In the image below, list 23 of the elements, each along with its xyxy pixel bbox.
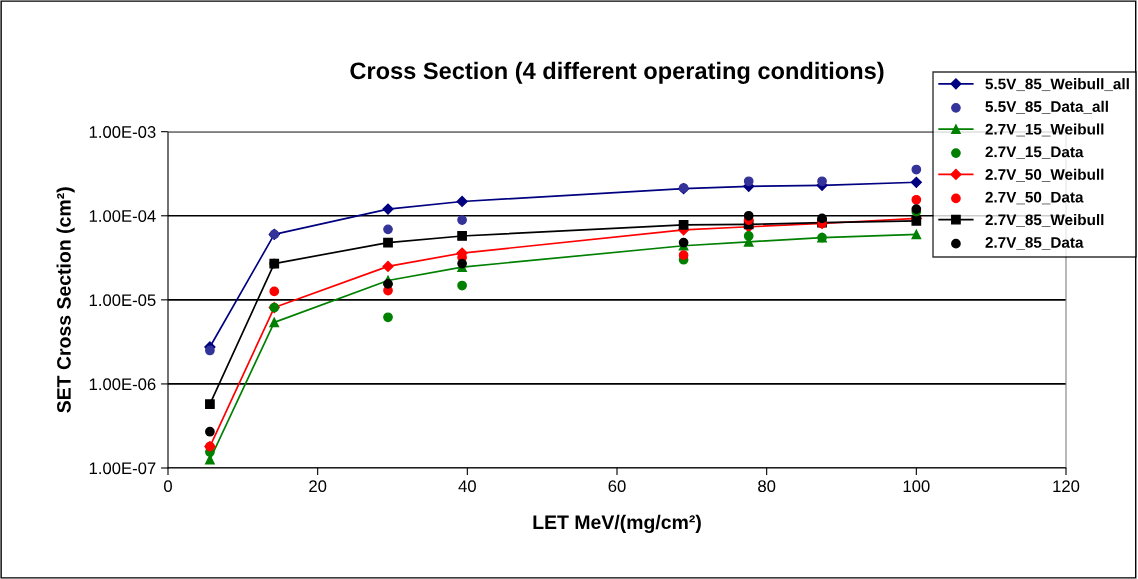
- x-tick-label: 0: [164, 480, 172, 493]
- x-tick-label: 60: [608, 480, 626, 493]
- legend-label: 5.5V_85_Data_all: [985, 100, 1108, 114]
- legend-label: 2.7V_15_Data: [985, 146, 1084, 159]
- legend-label: 2.7V_15_Weibull: [985, 123, 1104, 137]
- chart-title: Cross Section (4 different operating conditions): [350, 61, 884, 84]
- y-tick-label: 1.00E-06: [89, 378, 156, 391]
- y-tick-label: 1.00E-03: [89, 126, 156, 138]
- y-tick-label: 1.00E-04: [89, 210, 156, 222]
- x-axis-title: LET MeV/(mg/cm²): [533, 514, 701, 533]
- x-tick-label: 20: [309, 480, 327, 493]
- x-tick-label: 80: [758, 480, 776, 493]
- legend-label: 2.7V_85_Data: [985, 237, 1084, 250]
- legend-label: 2.7V_50_Weibull: [985, 168, 1104, 182]
- x-tick-label: 40: [458, 480, 476, 493]
- legend-label: 2.7V_85_Weibull: [985, 213, 1104, 227]
- y-axis-title: SET Cross Section (cm²): [56, 187, 75, 413]
- y-tick-label: 1.00E-05: [89, 294, 156, 307]
- y-tick-label: 1.00E-07: [89, 462, 156, 475]
- x-tick-label: 120: [1053, 480, 1080, 493]
- legend-label: 2.7V_50_Data: [985, 191, 1084, 205]
- x-tick-label: 100: [903, 480, 930, 493]
- legend-label: 5.5V_85_Weibull_all: [985, 78, 1129, 92]
